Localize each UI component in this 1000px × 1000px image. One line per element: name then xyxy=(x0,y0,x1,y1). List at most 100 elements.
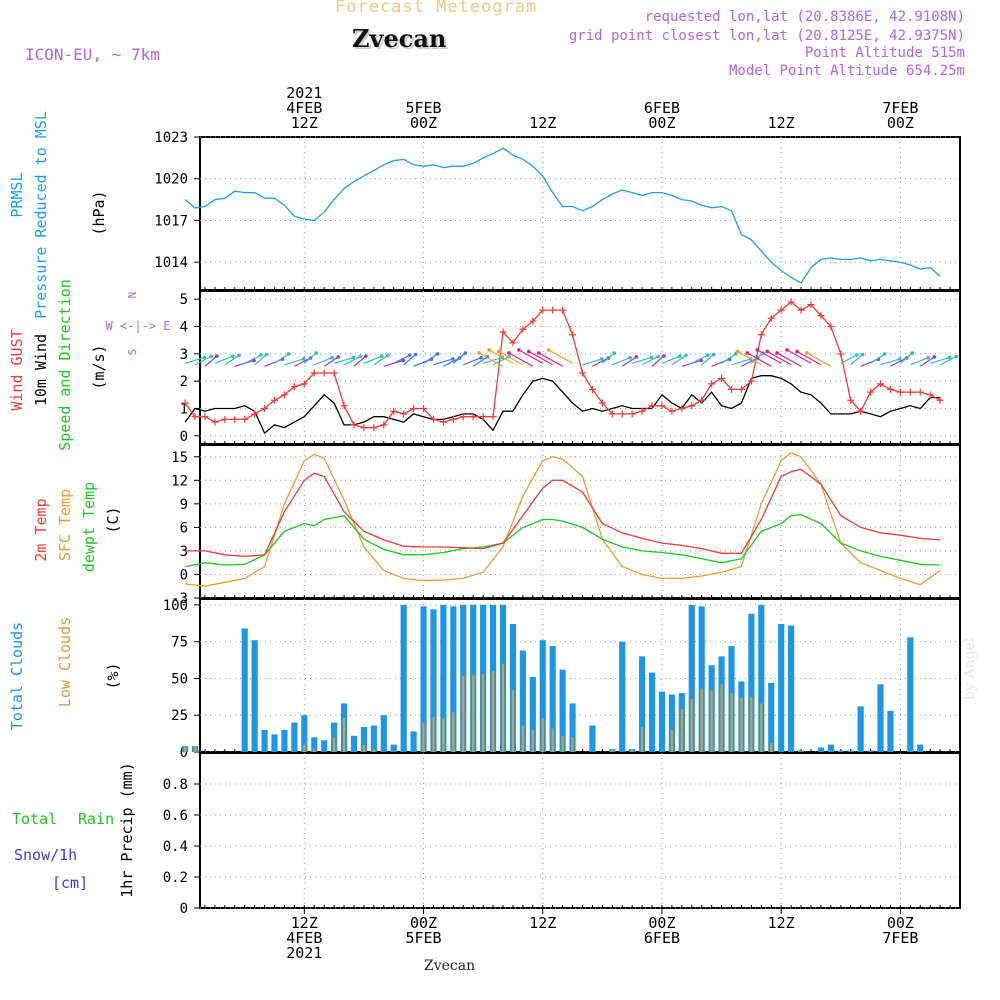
wind-gust-marker xyxy=(330,369,338,377)
wind-gust-marker xyxy=(280,391,288,399)
wind-arrow-head xyxy=(286,352,291,356)
total-cloud-bar xyxy=(539,640,546,752)
y-tick-label: 1020 xyxy=(154,172,188,188)
y-tick-label: 0.8 xyxy=(163,777,188,793)
wind-direction-arrow xyxy=(433,358,453,366)
clouds-unit: (%) xyxy=(104,662,122,689)
total-cloud-bar xyxy=(261,729,268,752)
wind-arrow-head xyxy=(364,354,368,358)
low-cloud-bar xyxy=(611,749,614,752)
wind-arrow-head xyxy=(215,354,219,358)
wind-arrow-head xyxy=(358,354,362,359)
wind-direction-arrow xyxy=(492,355,510,366)
wind-gust-marker xyxy=(251,410,259,418)
low-cloud-bar xyxy=(551,728,554,752)
temp-unit: (C) xyxy=(104,506,122,533)
wind-direction-arrow xyxy=(806,352,832,367)
sfc-temp-label: SFC Temp xyxy=(56,489,74,561)
wind-arrow-head xyxy=(379,354,384,358)
wind-direction-arrow xyxy=(303,352,317,364)
wind-direction-arrow xyxy=(333,356,354,364)
wind-direction-arrow xyxy=(766,350,792,366)
wind-gust-marker xyxy=(767,314,775,322)
y-tick-label: 5 xyxy=(180,292,188,308)
wind-arrow-head xyxy=(926,355,930,360)
total-cloud-bar xyxy=(857,706,864,752)
x-tick-label-top: 12Z xyxy=(768,114,795,132)
wind-gust-marker xyxy=(797,306,805,314)
wind-gust-marker xyxy=(509,339,517,347)
precip-label: 1hr Precip (mm) xyxy=(118,762,136,897)
total-cloud-bar xyxy=(867,750,874,752)
low-cloud-bar xyxy=(372,749,375,752)
x-tick-label-top: 4FEB xyxy=(286,99,322,117)
low-cloud-bar xyxy=(462,675,465,752)
y-tick-label: 15 xyxy=(171,450,188,466)
wind-arrow-head xyxy=(314,351,319,355)
wind-10m-label: 10m Wind xyxy=(32,334,50,406)
wind-direction-arrow xyxy=(910,357,929,366)
wind-arrow-head xyxy=(599,357,604,361)
low-cloud-bar xyxy=(193,746,197,752)
low-cloud-bar xyxy=(700,688,703,752)
wind-arrow-head xyxy=(351,355,356,360)
wind-gust-marker xyxy=(539,306,547,314)
x-tick-label-top: 7FEB xyxy=(882,99,918,117)
wind-arrow-head xyxy=(237,353,241,358)
wind-direction-arrow xyxy=(363,355,382,364)
wind-gust-marker xyxy=(479,413,487,421)
wind-gust-marker xyxy=(598,399,606,407)
wind-gust-marker xyxy=(678,404,686,412)
wind-gust-marker xyxy=(807,301,815,309)
wind-gust-marker xyxy=(837,350,845,358)
wind-arrow-head xyxy=(507,351,511,355)
wind-direction-arrow xyxy=(890,357,907,367)
wind-arrow-head xyxy=(775,351,779,355)
wind-direction-arrow xyxy=(930,356,950,364)
wind-arrow-head xyxy=(497,349,501,354)
dewpoint-label: dewpt Temp xyxy=(80,482,98,572)
footer-station: Zvecan xyxy=(424,958,476,974)
wind-gust-marker xyxy=(519,325,527,333)
wind-direction-arrow xyxy=(478,352,504,367)
wind-arrow-head xyxy=(860,352,865,357)
wind-gust-marker xyxy=(718,374,726,382)
y-tick-label: 0.2 xyxy=(163,870,188,886)
y-tick-label: 1014 xyxy=(154,255,188,271)
wind-arrow-head xyxy=(612,351,617,355)
snow-label: Snow/1h xyxy=(14,846,77,864)
wind-direction-arrow xyxy=(681,359,702,367)
wind-direction-arrow xyxy=(423,353,438,364)
wind-direction-arrow xyxy=(880,358,901,366)
low-cloud-bar xyxy=(631,749,634,752)
wind-arrow-head xyxy=(765,349,770,354)
wind-gust-marker xyxy=(469,413,477,421)
total-cloud-bar xyxy=(251,640,258,752)
wind-arrow-head xyxy=(330,355,334,360)
wind-gust-marker xyxy=(300,380,308,388)
wind-direction-arrow xyxy=(671,354,687,366)
total-cloud-bar xyxy=(519,650,526,752)
panel-frame xyxy=(199,752,961,909)
wind-gust-marker xyxy=(867,388,875,396)
y-tick-label: 3 xyxy=(180,544,188,560)
compass-we: W <-|-> E xyxy=(105,319,170,333)
total-cloud-bar xyxy=(847,750,854,752)
wind-direction-arrow xyxy=(254,354,267,366)
wind-gust-marker xyxy=(429,415,437,423)
wind-gust-marker xyxy=(231,415,239,423)
total-cloud-bar xyxy=(350,735,358,752)
wind-gust-marker xyxy=(559,306,567,314)
x-tick-label-bottom: 2021 xyxy=(286,944,322,962)
wind-direction-arrow xyxy=(393,354,411,364)
total-cloud-bar xyxy=(837,750,844,752)
wind-arrow-head xyxy=(733,352,738,356)
wind-gust-marker xyxy=(569,331,577,339)
total-cloud-bar xyxy=(390,744,397,752)
wind-arrow-head xyxy=(954,354,959,359)
wind-arrow-head xyxy=(264,352,269,357)
x-tick-label-bottom: 00Z xyxy=(887,914,914,932)
wind-unit: (m/s) xyxy=(90,344,108,389)
total-cloud-bar xyxy=(698,606,705,752)
wind-direction-arrow xyxy=(538,352,563,367)
